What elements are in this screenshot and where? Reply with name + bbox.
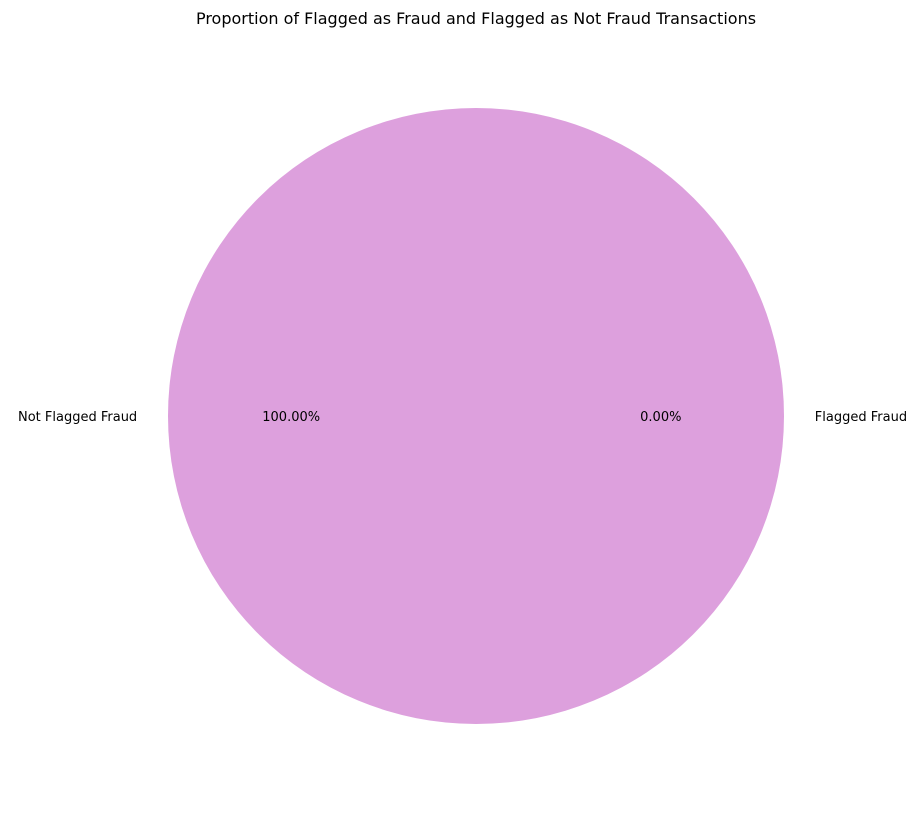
chart-title: Proportion of Flagged as Fraud and Flagg… (196, 9, 756, 28)
pie-labels: Flagged Fraud 0.00% Not Flagged Fraud 100.0… (18, 410, 907, 425)
pie-slice-not-flagged-fraud (168, 108, 784, 724)
pie-slices (168, 108, 784, 724)
slice-percent-flagged-fraud: 0.00% (640, 410, 681, 425)
slice-percent-not-flagged-fraud: 100.00% (262, 410, 320, 425)
slice-label-flagged-fraud: Flagged Fraud (815, 410, 907, 425)
slice-label-not-flagged-fraud: Not Flagged Fraud (18, 410, 137, 425)
